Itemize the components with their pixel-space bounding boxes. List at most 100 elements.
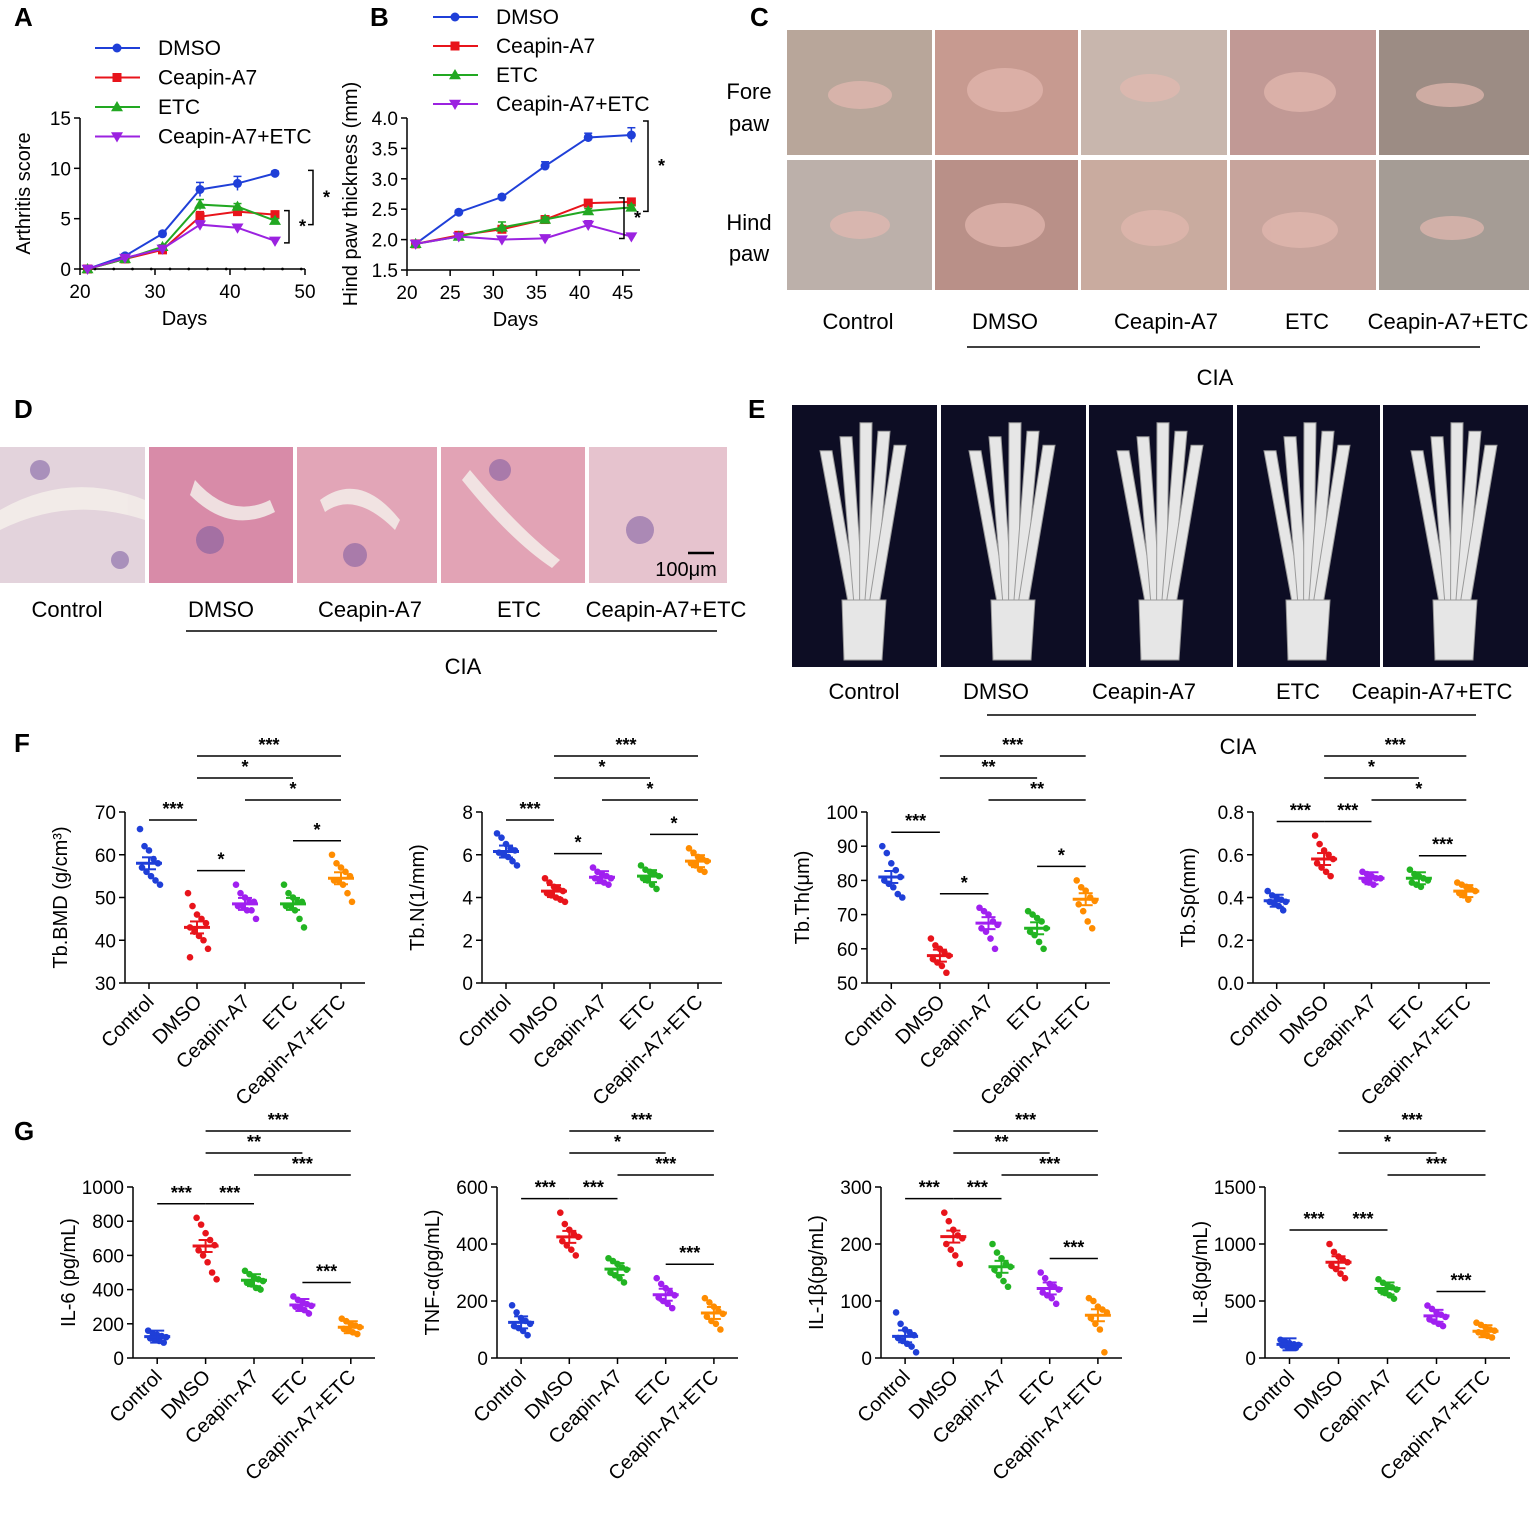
data-point [637, 862, 645, 869]
data-point [539, 213, 552, 224]
histo-scale-label: 100μm [655, 559, 717, 581]
comparison-label: * [289, 779, 296, 799]
y-tick-label: 300 [840, 1178, 872, 1199]
y-tick-label: 60 [95, 846, 116, 867]
data-point [195, 184, 205, 194]
data-point [989, 1240, 996, 1248]
legend-label: Ceapin-A7 [496, 35, 595, 58]
significance-label: * [634, 208, 641, 228]
y-tick-label: 60 [837, 940, 858, 961]
baseline-dot [262, 267, 266, 271]
legend-marker [449, 69, 461, 80]
group-1 [1325, 1240, 1352, 1282]
data-point [524, 1331, 531, 1339]
significance-label: * [658, 156, 665, 176]
data-point [561, 1220, 569, 1228]
y-tick-label: 0 [60, 260, 71, 281]
group-4 [1453, 879, 1480, 903]
y-tick-label: 8 [462, 803, 473, 824]
group-4 [337, 1315, 364, 1338]
x-tick-label: Control [469, 1366, 530, 1427]
line-chart-B: 1.5 2.0 2.5 3.0 3.5 4.0 20 25 30 35 40 45 Days Hind p… [340, 6, 665, 331]
comparison-label: *** [583, 1178, 604, 1198]
data-point [653, 885, 660, 893]
data-point [1035, 938, 1043, 946]
legend-marker [450, 41, 460, 51]
comparison-label: * [574, 833, 581, 853]
group-0 [493, 830, 521, 869]
y-tick-label: 0.2 [1218, 931, 1244, 952]
data-point [233, 207, 242, 217]
bone-foot-0 [819, 422, 907, 661]
data-point [717, 1326, 724, 1333]
comparison-label: *** [162, 799, 183, 819]
data-point [199, 1252, 207, 1259]
x-tick-label: Control [840, 991, 901, 1052]
bone-heel [841, 599, 887, 661]
data-point [1341, 1274, 1349, 1282]
row-label-fore-2: paw [729, 111, 769, 136]
baseline-dot [243, 267, 247, 271]
data-point [1037, 1269, 1044, 1276]
y-tick-label: 0.6 [1218, 846, 1244, 867]
data-point [956, 1260, 964, 1268]
comparison-label: * [1058, 845, 1065, 865]
y-tick-label: 0 [113, 1349, 124, 1370]
data-point [668, 1304, 676, 1312]
data-point [890, 883, 897, 891]
data-point [194, 220, 206, 231]
panel-label-b: B [370, 2, 389, 32]
data-point [625, 232, 638, 243]
c-label-dmso: DMSO [972, 309, 1038, 334]
data-point [976, 904, 983, 912]
comparison-label: *** [1039, 1154, 1060, 1174]
data-point [300, 924, 308, 931]
comparison-label: *** [679, 1243, 700, 1263]
baseline-dot [224, 267, 228, 271]
data-point [280, 881, 288, 888]
data-point [231, 223, 244, 234]
data-point [1077, 883, 1085, 891]
data-point [202, 919, 210, 927]
group-1 [184, 889, 212, 961]
bone-foot-2 [1116, 422, 1204, 661]
d-label-dmso: DMSO [188, 597, 254, 622]
significance-bracket [619, 197, 625, 240]
y-axis-title: Tb.BMD (g/cm³) [50, 826, 72, 968]
data-point [1322, 868, 1330, 876]
bone-foot-3 [1263, 422, 1351, 661]
group-1 [940, 1209, 967, 1268]
group-4 [1072, 877, 1099, 932]
data-point [231, 200, 244, 211]
data-point [987, 935, 994, 942]
data-point [1004, 1283, 1012, 1291]
data-point [1424, 1302, 1431, 1309]
data-point [1279, 907, 1287, 914]
baseline-dot [206, 267, 209, 271]
group-1 [192, 1214, 220, 1283]
comparison-label: * [1415, 779, 1422, 799]
y-tick-label: 800 [92, 1212, 124, 1233]
group-1 [556, 1209, 583, 1259]
comparison-label: *** [1426, 1154, 1447, 1174]
panel-label-g: G [14, 1116, 34, 1146]
data-point [204, 1258, 211, 1266]
y-tick-label: 15 [50, 109, 71, 130]
data-point [208, 1269, 216, 1276]
row-label-hind-2: paw [729, 241, 769, 266]
data-point [200, 936, 207, 944]
x-tick-label: 45 [612, 283, 633, 304]
data-point [147, 872, 155, 880]
data-point [204, 945, 212, 953]
y-axis-title: IL-8(pg/mL) [1190, 1221, 1212, 1324]
series-0 [83, 168, 280, 274]
d-label-ceapin: Ceapin-A7 [318, 597, 422, 622]
data-point [269, 236, 281, 247]
bone-digit [869, 444, 907, 601]
y-tick-label: 1.5 [372, 261, 398, 282]
e-label-ceapin: Ceapin-A7 [1092, 679, 1196, 704]
legend-label: ETC [158, 96, 200, 119]
comparison-label: *** [258, 735, 279, 755]
group-3 [289, 1293, 316, 1317]
